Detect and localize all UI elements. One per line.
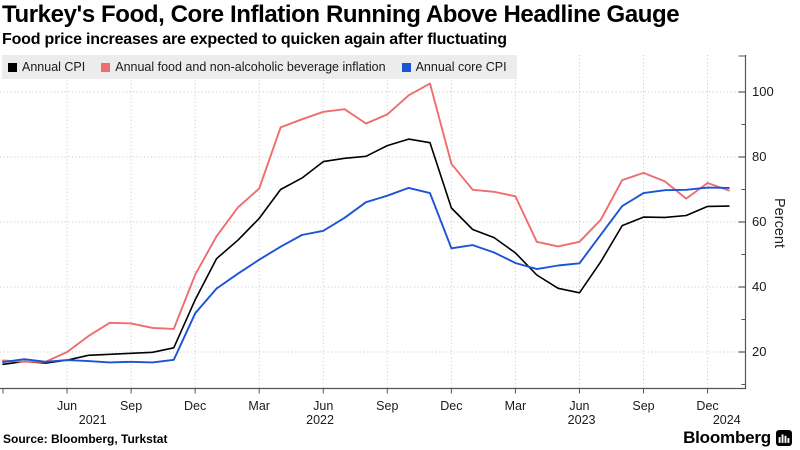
y-axis-title: Percent (771, 198, 787, 248)
legend-swatch-icon (8, 62, 17, 72)
legend-item: Annual core CPI (401, 60, 507, 74)
series-line-annual-cpi (2, 138, 730, 366)
y-axis-tick-label: 60 (752, 214, 767, 229)
x-axis-month-label: Sep (119, 399, 143, 413)
y-axis-tick-label: 20 (752, 344, 767, 359)
x-axis-month-label: Dec (440, 399, 463, 413)
bloomberg-wordmark: Bloomberg (683, 428, 771, 447)
x-axis-year-label: 2024 (712, 413, 741, 427)
y-axis-tick-label: 100 (752, 84, 774, 99)
legend-label: Annual CPI (22, 60, 86, 74)
x-axis-year-label: 2022 (306, 413, 334, 427)
source-attribution: Source: Bloomberg, Turkstat (3, 432, 168, 446)
bloomberg-logo: Bloomberg (683, 428, 792, 448)
x-axis-year-label: 2021 (78, 413, 107, 427)
bloomberg-terminal-icon (776, 430, 792, 446)
x-axis-year-label: 2023 (567, 413, 596, 427)
legend-label: Annual core CPI (415, 60, 507, 74)
series-line-annual-core-cpi (2, 186, 730, 364)
x-axis-month-label: Jun (569, 399, 590, 413)
chart-legend: Annual CPI Annual food and non-alcoholic … (2, 55, 517, 79)
y-axis-tick-label: 40 (752, 279, 767, 294)
chart-subtitle: Food price increases are expected to qui… (2, 31, 507, 48)
chart-title: Turkey's Food, Core Inflation Running Ab… (2, 1, 680, 28)
legend-label: Annual food and non-alcoholic beverage i… (115, 60, 386, 74)
x-axis-month-label: Mar (504, 399, 527, 413)
x-axis-month-label: Dec (696, 399, 719, 413)
x-axis-month-label: Mar (248, 399, 270, 413)
legend-item: Annual CPI (8, 60, 85, 74)
x-axis-month-label: Sep (632, 399, 655, 413)
series-line-annual-food-and-non-alcoholic-beverage-inflation (2, 82, 730, 363)
line-chart-plot (0, 55, 747, 394)
x-axis-month-label: Dec (184, 399, 207, 413)
x-axis-month-label: Sep (376, 399, 399, 413)
legend-swatch-icon (401, 62, 411, 72)
legend-item: Annual food and non-alcoholic beverage i… (101, 60, 386, 74)
legend-swatch-icon (101, 62, 111, 72)
x-axis-month-label: Jun (56, 399, 78, 413)
x-axis-month-label: Jun (313, 399, 334, 413)
y-axis-tick-label: 80 (752, 149, 767, 164)
